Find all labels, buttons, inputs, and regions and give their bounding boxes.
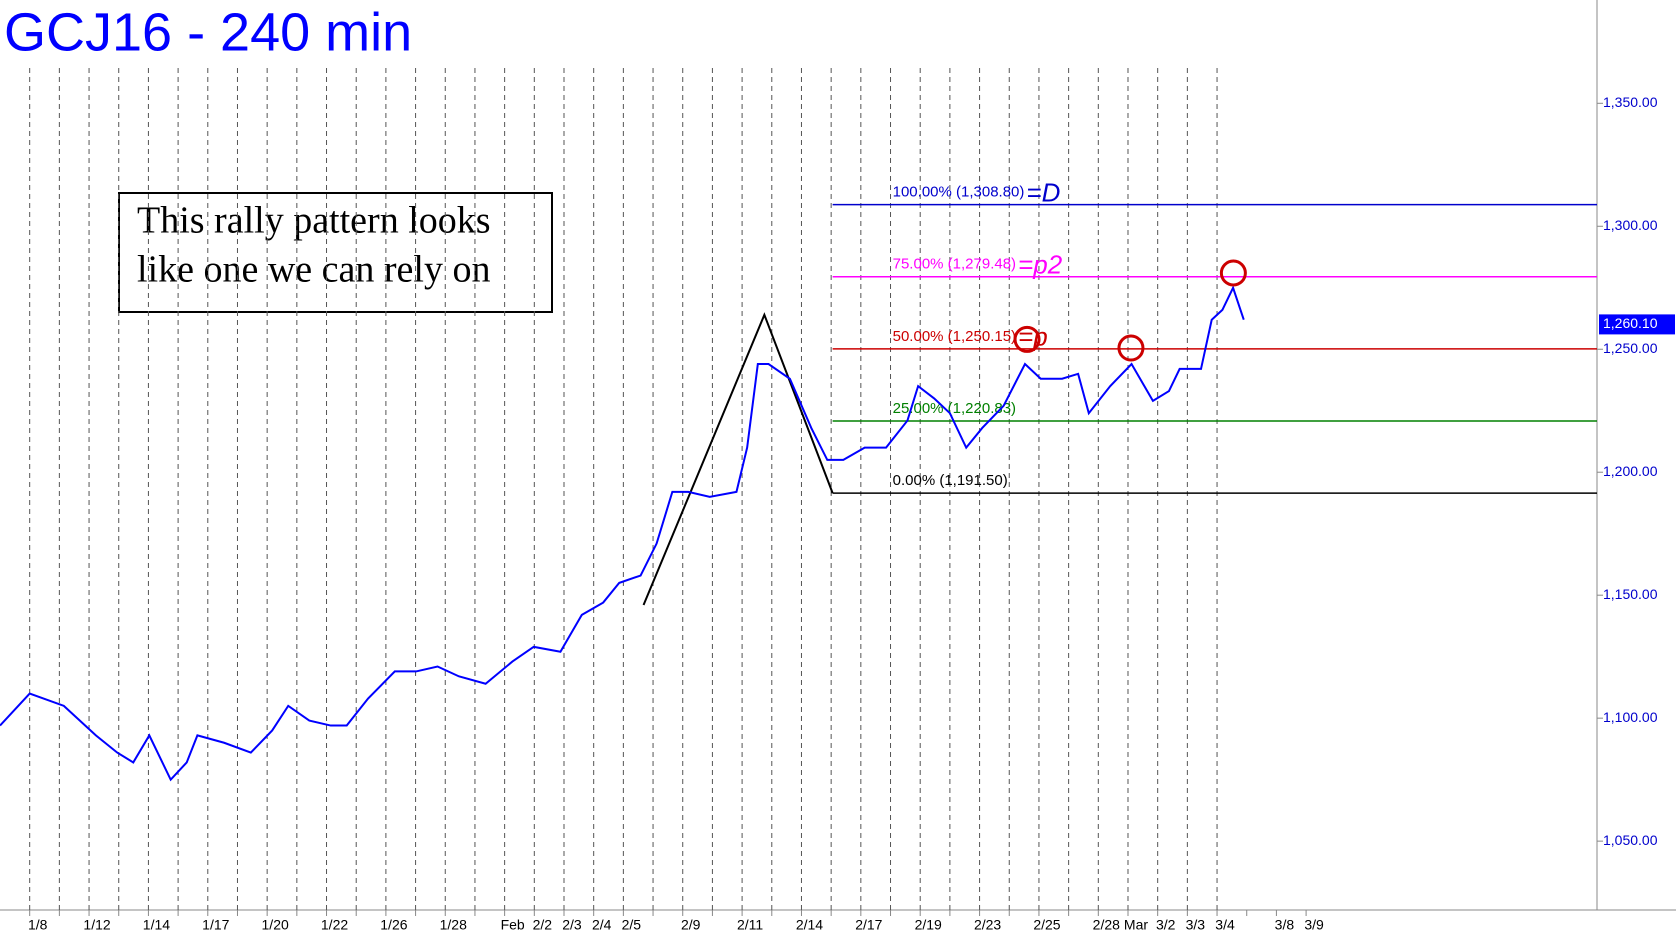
- x-tick-label: 1/12: [83, 917, 110, 933]
- x-tick-label: 3/2: [1156, 917, 1176, 933]
- fib-tag: =p2: [1018, 250, 1063, 280]
- x-tick-label: Mar: [1124, 917, 1148, 933]
- chart-title: GCJ16 - 240 min: [4, 2, 412, 62]
- x-tick-label: 2/19: [915, 917, 942, 933]
- x-tick-label: 1/26: [380, 917, 407, 933]
- fib-tag: =p: [1018, 322, 1048, 352]
- last-price-box: [1599, 314, 1675, 335]
- x-tick-label: 2/28: [1093, 917, 1120, 933]
- fib-label: 100.00% (1,308.80): [893, 184, 1025, 201]
- y-tick-label: 1,150.00: [1603, 586, 1658, 602]
- x-tick-label: 2/17: [855, 917, 882, 933]
- y-tick-label: 1,300.00: [1603, 217, 1658, 233]
- y-tick-label: 1,200.00: [1603, 463, 1658, 479]
- fib-label: 50.00% (1,250.15): [893, 328, 1016, 345]
- x-tick-label: 1/20: [262, 917, 289, 933]
- x-tick-label: 1/17: [202, 917, 229, 933]
- last-price-label: 1,260.10: [1603, 315, 1658, 331]
- price-line: [0, 285, 1245, 782]
- y-tick-label: 1,100.00: [1603, 709, 1658, 725]
- x-tick-label: 2/11: [737, 917, 763, 933]
- x-tick-label: 2/4: [592, 917, 612, 933]
- x-tick-label: 3/9: [1304, 917, 1324, 933]
- x-tick-label: Feb: [501, 917, 525, 933]
- x-tick-label: 2/14: [796, 917, 823, 933]
- x-tick-label: 2/25: [1033, 917, 1060, 933]
- x-tick-label: 1/28: [440, 917, 467, 933]
- annotation-line: This rally pattern looks: [137, 200, 491, 242]
- x-tick-label: 1/8: [28, 917, 48, 933]
- y-tick-label: 1,050.00: [1603, 832, 1658, 848]
- highlight-circle: [1117, 334, 1145, 362]
- x-tick-label: 3/8: [1275, 917, 1295, 933]
- highlight-circle: [1219, 259, 1247, 287]
- x-tick-label: 3/4: [1215, 917, 1235, 933]
- fib-label: 75.00% (1,279.48): [893, 256, 1016, 273]
- fib-label: 0.00% (1,191.50): [893, 472, 1008, 489]
- x-tick-label: 3/3: [1186, 917, 1206, 933]
- y-tick-label: 1,250.00: [1603, 340, 1658, 356]
- x-tick-label: 2/9: [681, 917, 701, 933]
- x-tick-label: 2/5: [622, 917, 642, 933]
- x-tick-label: 1/14: [143, 917, 170, 933]
- zigzag: [642, 312, 834, 606]
- x-tick-label: 2/2: [533, 917, 553, 933]
- y-tick-label: 1,350.00: [1603, 94, 1658, 110]
- annotation-line: like one we can rely on: [137, 249, 490, 291]
- x-tick-label: 2/3: [562, 917, 582, 933]
- highlight-circle: [1013, 325, 1041, 353]
- x-tick-label: 2/23: [974, 917, 1001, 933]
- fib-tag: =D: [1026, 178, 1060, 208]
- x-tick-label: 1/22: [321, 917, 348, 933]
- fib-label: 25.00% (1,220.83): [893, 400, 1016, 417]
